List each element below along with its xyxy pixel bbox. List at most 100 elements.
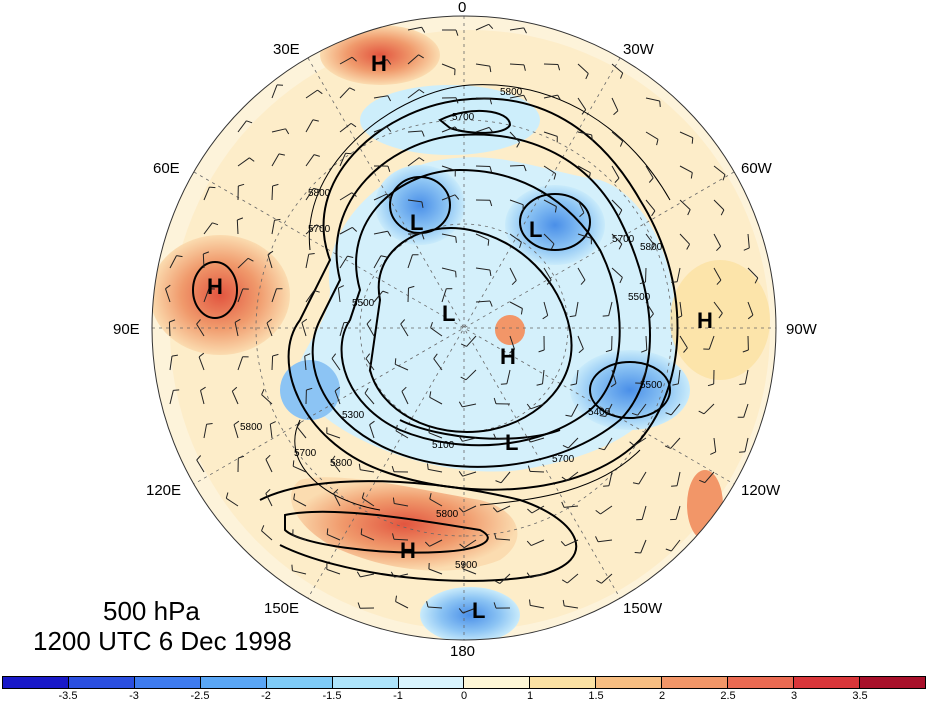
wind-barb-flag: [599, 415, 606, 417]
wind-barb-flag: [333, 488, 339, 494]
wind-barb: [640, 539, 647, 554]
wind-barb-flag: [203, 251, 210, 255]
longitude-label-150w: 150W: [623, 600, 663, 617]
wind-barb: [430, 327, 443, 337]
wind-barb: [713, 199, 725, 211]
wind-barb: [203, 424, 208, 439]
wind-barb: [475, 97, 491, 99]
wind-barb: [236, 219, 239, 235]
wind-barb: [496, 437, 511, 440]
wind-barb-flag: [526, 436, 532, 443]
contour-line: [438, 109, 512, 134]
wind-barb-flag: [720, 209, 725, 216]
wind-barb-flag: [408, 285, 415, 289]
wind-barb-flag: [304, 353, 311, 357]
wind-barb-flag: [523, 27, 527, 34]
wind-barb-flag: [495, 480, 502, 484]
wind-barb-flag: [265, 454, 271, 460]
wind-barb: [575, 301, 579, 316]
contour-label: 5400: [588, 407, 611, 418]
wind-barb: [670, 437, 681, 449]
wind-barb-flag: [561, 476, 568, 481]
wind-barb-flag: [165, 284, 171, 290]
wind-barb-flag: [538, 349, 545, 353]
wind-barb: [713, 165, 726, 175]
wind-barb-flag: [602, 315, 609, 317]
wind-barb-flag: [619, 277, 623, 284]
wind-barb: [395, 430, 409, 439]
wind-barb-flag: [595, 536, 599, 543]
wind-barb: [364, 392, 375, 405]
wind-barb: [645, 267, 647, 283]
wind-barb: [679, 131, 694, 139]
colorbar-swatch: [596, 677, 663, 688]
wind-barb: [530, 539, 545, 547]
wind-barb-flag: [429, 391, 432, 398]
colorbar-tick-label: -1.5: [322, 690, 342, 702]
wind-barb: [401, 391, 409, 405]
wind-barb-flag: [454, 194, 460, 200]
longitude-label-150e: 150E: [264, 600, 300, 617]
contour-label: 5100: [432, 440, 455, 451]
wind-barb-flag: [261, 388, 265, 395]
wind-barb-flag: [380, 255, 387, 258]
wind-barb: [713, 233, 722, 247]
wind-barb: [475, 267, 490, 271]
colorbar-tick-label: 2: [658, 690, 666, 702]
anomaly-cold-core: [280, 360, 340, 420]
anomaly-warm-core: [152, 235, 290, 355]
wind-barb: [271, 220, 275, 235]
wind-barb: [605, 403, 613, 417]
wind-barb-flag: [270, 421, 276, 425]
wind-barb: [202, 253, 205, 269]
wind-barb: [543, 63, 559, 65]
wind-barb: [428, 468, 443, 473]
wind-barb: [543, 233, 555, 245]
longitude-label-60w: 60W: [741, 160, 772, 177]
wind-barb-flag: [455, 271, 457, 278]
longitude-label-30e: 30E: [273, 41, 300, 58]
wind-barb: [441, 233, 456, 238]
wind-barb-flag: [285, 128, 290, 135]
wind-barb: [543, 94, 558, 99]
wind-barb: [465, 369, 477, 381]
wind-barb: [301, 322, 307, 337]
wind-barb: [530, 573, 545, 579]
colorbar-swatch: [200, 677, 267, 688]
colorbar-swatch: [464, 677, 531, 688]
wind-barb-flag: [350, 122, 357, 128]
wind-barb: [339, 322, 345, 337]
wind-barb: [475, 233, 490, 241]
wind-barb: [543, 267, 552, 281]
wind-barb: [671, 539, 681, 552]
wind-barb: [265, 493, 273, 507]
wind-barb: [645, 335, 648, 351]
wind-barb: [305, 254, 310, 269]
wind-barb: [261, 394, 273, 405]
wind-barb-flag: [421, 130, 425, 137]
wind-barb: [495, 538, 511, 541]
wind-barb-flag: [395, 595, 397, 602]
wind-barb: [271, 153, 280, 167]
wind-barb: [269, 424, 273, 439]
wind-barb: [543, 165, 556, 175]
wind-barb: [203, 222, 213, 235]
wind-barb-flag: [331, 353, 337, 359]
longitude-label-120e: 120E: [146, 482, 182, 499]
wind-barb: [509, 63, 525, 66]
wind-barb: [373, 230, 388, 235]
wind-barb: [305, 154, 315, 167]
wind-barb: [608, 471, 613, 486]
wind-barb-flag: [526, 540, 532, 546]
wind-barb-flag: [489, 166, 493, 173]
wind-barb-flag: [266, 318, 273, 324]
wind-barb-flag: [360, 528, 363, 535]
wind-barb-flag: [493, 602, 497, 609]
contour-label: 5900: [455, 560, 478, 571]
wind-barb: [237, 120, 247, 133]
wind-barb: [373, 59, 388, 65]
wind-barb-flag: [516, 141, 521, 148]
wind-barb: [226, 497, 239, 507]
wind-barb: [165, 288, 171, 303]
wind-barb: [531, 505, 545, 514]
